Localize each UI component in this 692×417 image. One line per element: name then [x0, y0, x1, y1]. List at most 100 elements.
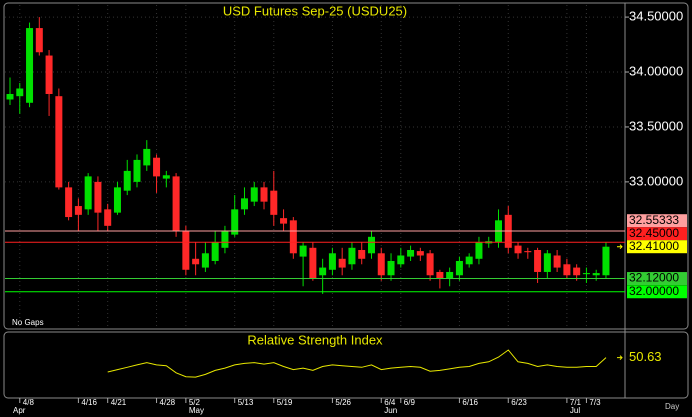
candle-body: [221, 231, 229, 248]
x-tick-label: 7/3: [589, 398, 601, 407]
candle-body: [367, 236, 375, 254]
x-tick-label: 6/23: [511, 398, 527, 407]
level-box: [627, 272, 687, 286]
candle-body: [65, 187, 73, 218]
candle-body: [338, 258, 346, 268]
candle-body: [123, 170, 131, 191]
candle-body: [455, 260, 463, 276]
level-label: 32.41000: [629, 239, 679, 253]
level-box: [627, 240, 687, 254]
x-tick-label: 6/4: [384, 398, 396, 407]
candle-body: [104, 209, 112, 226]
interval-label: Day: [665, 402, 679, 411]
y-tick-label: 34.50000: [629, 9, 683, 24]
candle-body: [133, 159, 141, 182]
candle-body: [289, 220, 297, 254]
month-label: Apr: [13, 406, 26, 415]
candle-body: [26, 28, 34, 103]
x-tick-label: 6/9: [404, 398, 416, 407]
candle-body: [348, 247, 356, 265]
candle-body: [358, 249, 366, 259]
candle-body: [328, 253, 336, 270]
candle-body: [84, 176, 92, 210]
gaps-note: No Gaps: [12, 318, 44, 327]
x-tick-label: 4/8: [23, 398, 35, 407]
candle-body: [6, 93, 14, 100]
candle-body: [446, 271, 454, 279]
candle-body: [534, 249, 542, 272]
candle-body: [387, 260, 395, 276]
level-box: [627, 227, 687, 241]
y-tick-label: 34.00000: [629, 63, 683, 78]
candle-body: [309, 247, 317, 279]
x-tick-label: 4/16: [81, 398, 97, 407]
rsi-value-label: 50.63: [629, 349, 662, 364]
candle-body: [55, 96, 63, 188]
candle-body: [35, 28, 43, 53]
level-box: [627, 285, 687, 299]
candle-body: [211, 242, 219, 261]
candle-body: [514, 245, 522, 254]
candle-body: [280, 218, 288, 224]
chart-title: USD Futures Sep-25 (USDU25): [223, 3, 407, 18]
candle-body: [240, 198, 248, 210]
y-tick-label: 33.00000: [629, 173, 683, 188]
candle-body: [436, 271, 444, 279]
candle-body: [319, 267, 327, 276]
candle-body: [573, 267, 581, 276]
candle-body: [407, 249, 415, 257]
candle-body: [397, 255, 405, 265]
candle-body: [16, 88, 24, 97]
candle-body: [113, 187, 121, 213]
candle-body: [143, 148, 151, 166]
candle-body: [192, 258, 200, 265]
candle-body: [475, 242, 483, 259]
candle-body: [182, 231, 190, 270]
candle-body: [172, 176, 180, 232]
candle-body: [582, 273, 590, 275]
x-tick-label: 5/26: [335, 398, 351, 407]
candle-body: [45, 55, 53, 94]
x-tick-label: 6/16: [462, 398, 478, 407]
level-box: [627, 214, 687, 228]
x-tick-label: 5/19: [277, 398, 293, 407]
month-label: Jun: [384, 406, 397, 415]
candle-body: [270, 190, 278, 215]
x-tick-label: 5/13: [238, 398, 254, 407]
last-price-arrow: [617, 244, 623, 250]
candle-body: [416, 251, 424, 256]
x-tick-label: 7/1: [570, 398, 582, 407]
y-tick-label: 33.50000: [629, 118, 683, 133]
x-tick-label: 4/21: [111, 398, 127, 407]
candle-body: [94, 181, 102, 213]
level-label: 32.45000: [629, 226, 679, 240]
candle-body: [377, 253, 385, 276]
candle-body: [543, 253, 551, 272]
candle-body: [592, 273, 600, 276]
level-label: 32.55333: [629, 213, 679, 227]
candle-body: [201, 253, 209, 268]
candle-body: [563, 264, 571, 276]
candle-body: [524, 251, 532, 253]
price-panel: [3, 2, 689, 330]
candle-body: [260, 187, 268, 202]
level-label: 32.00000: [629, 284, 679, 298]
rsi-panel: [3, 331, 689, 399]
rsi-arrow: [617, 355, 623, 360]
candle-body: [602, 246, 610, 276]
candle-body: [553, 255, 561, 268]
candle-body: [465, 256, 473, 265]
x-tick-label: 4/28: [160, 398, 176, 407]
rsi-line: [107, 349, 607, 378]
rsi-title: Relative Strength Index: [247, 332, 383, 347]
x-tick-label: 5/2: [189, 398, 201, 407]
candle-body: [153, 157, 161, 177]
candle-body: [74, 206, 82, 215]
month-label: Jul: [570, 406, 580, 415]
candle-body: [250, 187, 258, 202]
candle-body: [162, 175, 170, 179]
candle-body: [426, 253, 434, 276]
